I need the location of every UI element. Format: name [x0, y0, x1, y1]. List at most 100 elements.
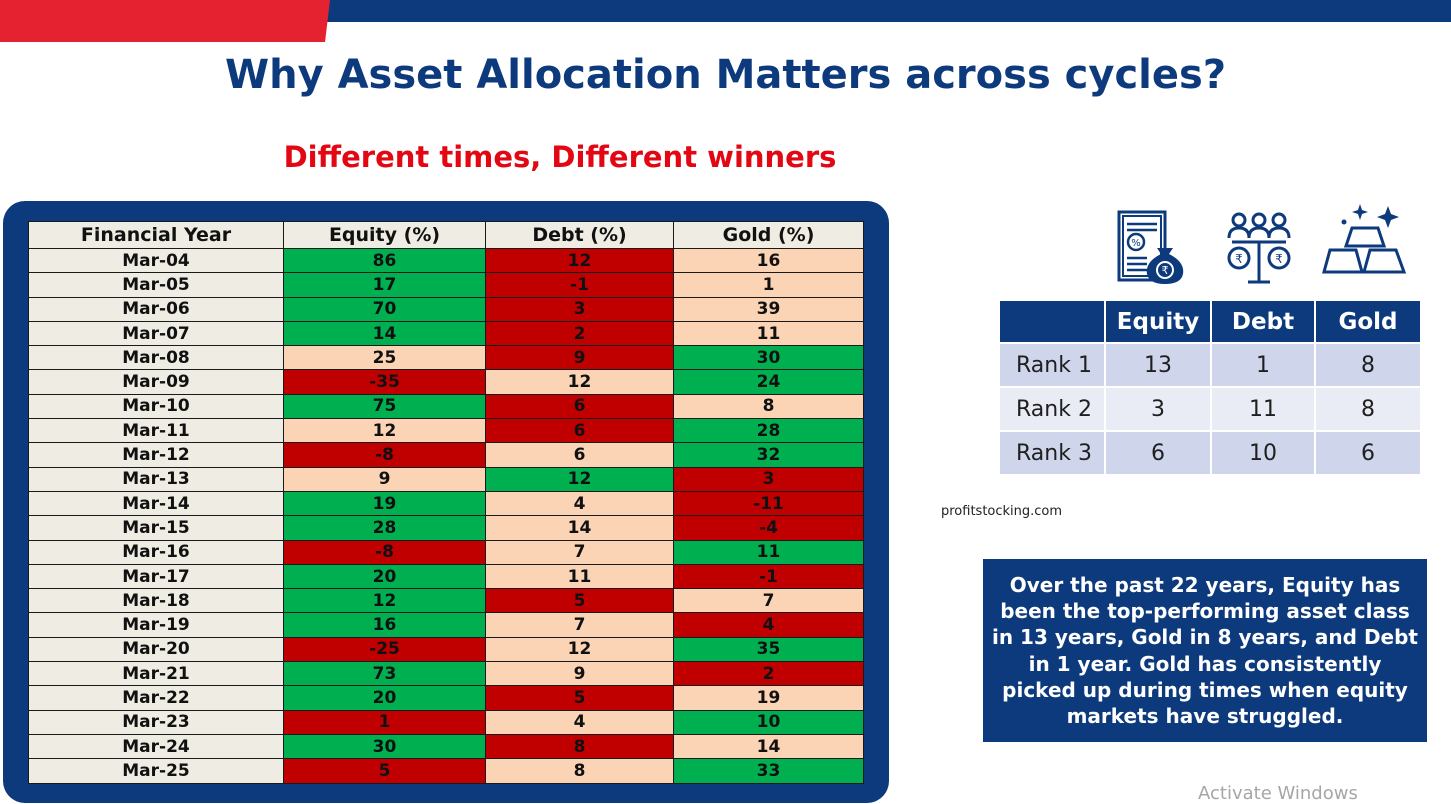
debt-cell: 4: [485, 490, 674, 517]
year-cell: Mar-12: [28, 442, 284, 468]
table-row: Mar-18 12 5 7: [28, 588, 864, 614]
year-cell: Mar-08: [28, 345, 284, 371]
rank-label: Rank 1: [998, 342, 1106, 388]
rank-row: Rank 2 3 11 8: [998, 386, 1422, 432]
gold-cell: 33: [673, 758, 864, 784]
equity-cell: 12: [283, 588, 486, 614]
rank-label: Rank 3: [998, 430, 1106, 476]
debt-cell: -1: [485, 272, 674, 298]
equity-cell: 19: [283, 490, 486, 517]
debt-cell: 5: [485, 685, 674, 711]
gold-cell: 28: [673, 418, 864, 444]
table-row: Mar-17 20 11 -1: [28, 563, 864, 590]
equity-cell: 5: [283, 758, 486, 784]
gold-cell: -11: [673, 490, 864, 517]
performance-header-row: Financial Year Equity (%) Debt (%) Gold …: [28, 221, 864, 249]
rank-row: Rank 3 6 10 6: [998, 430, 1422, 476]
debt-cell: 3: [485, 296, 674, 322]
debt-balance-icon: ₹ ₹: [1224, 210, 1294, 286]
debt-cell: 7: [485, 539, 674, 565]
table-row: Mar-13 9 12 3: [28, 466, 864, 492]
year-cell: Mar-17: [28, 563, 284, 590]
table-row: Mar-09 -35 12 24: [28, 369, 864, 395]
year-cell: Mar-05: [28, 272, 284, 298]
table-row: Mar-19 16 7 4: [28, 612, 864, 638]
table-row: Mar-08 25 9 30: [28, 345, 864, 371]
gold-cell: 24: [673, 369, 864, 395]
equity-cell: 14: [283, 320, 486, 347]
summary-text: Over the past 22 years, Equity has been …: [992, 572, 1418, 729]
gold-cell: 7: [673, 588, 864, 614]
rank-gold-count: 8: [1314, 342, 1422, 388]
page-title: Why Asset Allocation Matters across cycl…: [224, 52, 1227, 98]
gold-cell: 16: [673, 247, 864, 274]
year-cell: Mar-13: [28, 466, 284, 492]
rank-debt-count: 11: [1210, 386, 1316, 432]
table-row: Mar-07 14 2 11: [28, 320, 864, 347]
equity-cell: 28: [283, 515, 486, 541]
year-cell: Mar-07: [28, 320, 284, 347]
gold-cell: 4: [673, 612, 864, 638]
rank-equity-count: 13: [1104, 342, 1212, 388]
gold-cell: 10: [673, 709, 864, 735]
debt-cell: 2: [485, 320, 674, 347]
equity-cell: 73: [283, 661, 486, 687]
year-cell: Mar-09: [28, 369, 284, 395]
debt-cell: 6: [485, 442, 674, 468]
equity-cell: 9: [283, 466, 486, 492]
table-row: Mar-05 17 -1 1: [28, 272, 864, 298]
equity-cell: 17: [283, 272, 486, 298]
year-cell: Mar-15: [28, 515, 284, 541]
rank-header-blank: [998, 299, 1106, 344]
year-cell: Mar-21: [28, 661, 284, 687]
header-equity: Equity (%): [283, 221, 486, 249]
debt-cell: 8: [485, 733, 674, 760]
year-cell: Mar-18: [28, 588, 284, 614]
rank-header-equity: Equity: [1104, 299, 1212, 344]
rank-debt-count: 10: [1210, 430, 1316, 476]
equity-cell: 16: [283, 612, 486, 638]
debt-cell: 6: [485, 418, 674, 444]
year-cell: Mar-20: [28, 636, 284, 663]
equity-cell: -35: [283, 369, 486, 395]
table-row: Mar-11 12 6 28: [28, 418, 864, 444]
equity-cell: 75: [283, 393, 486, 420]
table-row: Mar-22 20 5 19: [28, 685, 864, 711]
table-row: Mar-10 75 6 8: [28, 393, 864, 420]
gold-cell: 8: [673, 393, 864, 420]
table-row: Mar-20 -25 12 35: [28, 636, 864, 663]
svg-text:₹: ₹: [1275, 252, 1283, 266]
debt-cell: 7: [485, 612, 674, 638]
gold-cell: 14: [673, 733, 864, 760]
debt-cell: 11: [485, 563, 674, 590]
gold-cell: 11: [673, 320, 864, 347]
year-cell: Mar-11: [28, 418, 284, 444]
gold-bars-icon: [1320, 200, 1410, 276]
debt-cell: 8: [485, 758, 674, 784]
table-row: Mar-12 -8 6 32: [28, 442, 864, 468]
source-label: profitstocking.com: [941, 504, 1063, 519]
gold-cell: 3: [673, 466, 864, 492]
debt-cell: 9: [485, 661, 674, 687]
year-cell: Mar-19: [28, 612, 284, 638]
summary-box: Over the past 22 years, Equity has been …: [983, 559, 1427, 742]
header-gold: Gold (%): [673, 221, 864, 249]
debt-cell: 6: [485, 393, 674, 420]
rank-debt-count: 1: [1210, 342, 1316, 388]
gold-cell: 35: [673, 636, 864, 663]
gold-cell: -1: [673, 563, 864, 590]
equity-cell: 20: [283, 563, 486, 590]
equity-cell: 25: [283, 345, 486, 371]
equity-cell: 70: [283, 296, 486, 322]
top-banner-blue: [0, 0, 1451, 22]
table-row: Mar-25 5 8 33: [28, 758, 864, 784]
rank-label: Rank 2: [998, 386, 1106, 432]
table-row: Mar-23 1 4 10: [28, 709, 864, 735]
year-cell: Mar-23: [28, 709, 284, 735]
rank-header-row: Equity Debt Gold: [998, 299, 1422, 344]
year-cell: Mar-16: [28, 539, 284, 565]
gold-cell: 32: [673, 442, 864, 468]
year-cell: Mar-04: [28, 247, 284, 274]
header-financial-year: Financial Year: [28, 221, 284, 249]
gold-cell: 2: [673, 661, 864, 687]
